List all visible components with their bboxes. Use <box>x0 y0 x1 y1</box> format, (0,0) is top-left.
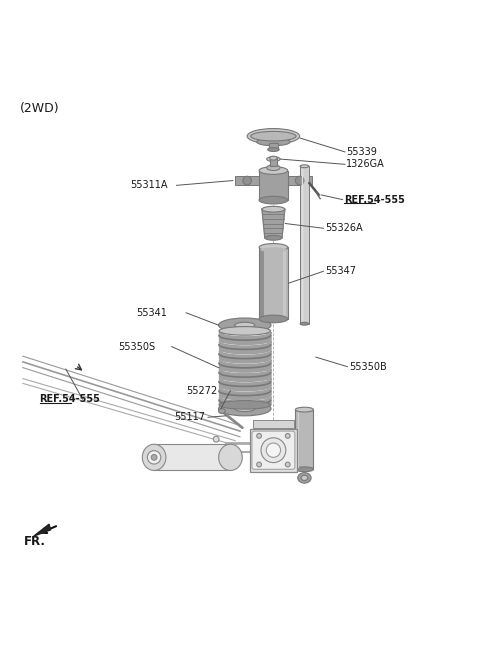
Bar <box>288 176 312 185</box>
Bar <box>295 409 313 469</box>
Ellipse shape <box>260 248 287 252</box>
Polygon shape <box>262 209 285 238</box>
Ellipse shape <box>285 434 290 438</box>
Ellipse shape <box>219 327 271 335</box>
Bar <box>269 143 278 150</box>
Ellipse shape <box>300 165 309 168</box>
Ellipse shape <box>259 167 288 174</box>
Text: 55272: 55272 <box>187 386 218 396</box>
Ellipse shape <box>267 165 280 171</box>
Text: REF.54-555: REF.54-555 <box>344 194 405 204</box>
Ellipse shape <box>219 444 242 470</box>
Ellipse shape <box>147 451 161 464</box>
Text: 1326GA: 1326GA <box>346 160 384 170</box>
Bar <box>270 158 277 166</box>
Ellipse shape <box>285 462 290 467</box>
Bar <box>260 248 264 318</box>
Ellipse shape <box>257 434 262 438</box>
Ellipse shape <box>266 443 281 457</box>
Ellipse shape <box>265 235 282 240</box>
Bar <box>154 444 230 470</box>
Text: REF.54-555: REF.54-555 <box>39 394 100 404</box>
Text: 55117: 55117 <box>174 412 205 422</box>
Text: 55311A: 55311A <box>130 180 168 191</box>
Ellipse shape <box>257 138 290 146</box>
Bar <box>300 166 309 324</box>
Ellipse shape <box>257 462 262 467</box>
Ellipse shape <box>259 315 288 323</box>
Ellipse shape <box>142 444 166 470</box>
Text: 55350S: 55350S <box>118 342 156 351</box>
Ellipse shape <box>268 148 279 152</box>
Ellipse shape <box>298 472 311 483</box>
Ellipse shape <box>295 467 313 472</box>
Ellipse shape <box>218 318 271 332</box>
Bar <box>259 171 288 200</box>
Bar <box>259 248 288 319</box>
Text: 55339: 55339 <box>346 147 377 157</box>
Ellipse shape <box>259 196 288 204</box>
Ellipse shape <box>213 436 219 442</box>
Ellipse shape <box>270 156 277 160</box>
Bar <box>235 176 259 185</box>
Ellipse shape <box>251 131 296 141</box>
Ellipse shape <box>218 401 271 416</box>
FancyBboxPatch shape <box>252 431 295 469</box>
Ellipse shape <box>267 157 280 162</box>
Ellipse shape <box>235 323 255 328</box>
Text: FR.: FR. <box>24 535 46 548</box>
Ellipse shape <box>243 176 252 185</box>
Polygon shape <box>34 524 50 536</box>
Bar <box>250 429 297 472</box>
Bar <box>283 248 286 318</box>
Ellipse shape <box>271 158 276 160</box>
Ellipse shape <box>295 407 313 412</box>
Ellipse shape <box>218 409 225 413</box>
Ellipse shape <box>261 438 286 463</box>
Ellipse shape <box>300 323 309 325</box>
Ellipse shape <box>247 129 300 144</box>
Ellipse shape <box>301 475 308 480</box>
Ellipse shape <box>295 176 304 185</box>
Ellipse shape <box>151 455 157 460</box>
Ellipse shape <box>262 206 285 212</box>
Text: 55347: 55347 <box>325 266 356 276</box>
Ellipse shape <box>259 244 288 251</box>
Ellipse shape <box>219 401 271 409</box>
Ellipse shape <box>235 406 255 411</box>
Text: 55326A: 55326A <box>325 223 362 233</box>
Text: 55350B: 55350B <box>349 361 386 372</box>
Text: (2WD): (2WD) <box>20 102 59 115</box>
Bar <box>253 420 294 428</box>
Text: 55341: 55341 <box>136 307 167 318</box>
